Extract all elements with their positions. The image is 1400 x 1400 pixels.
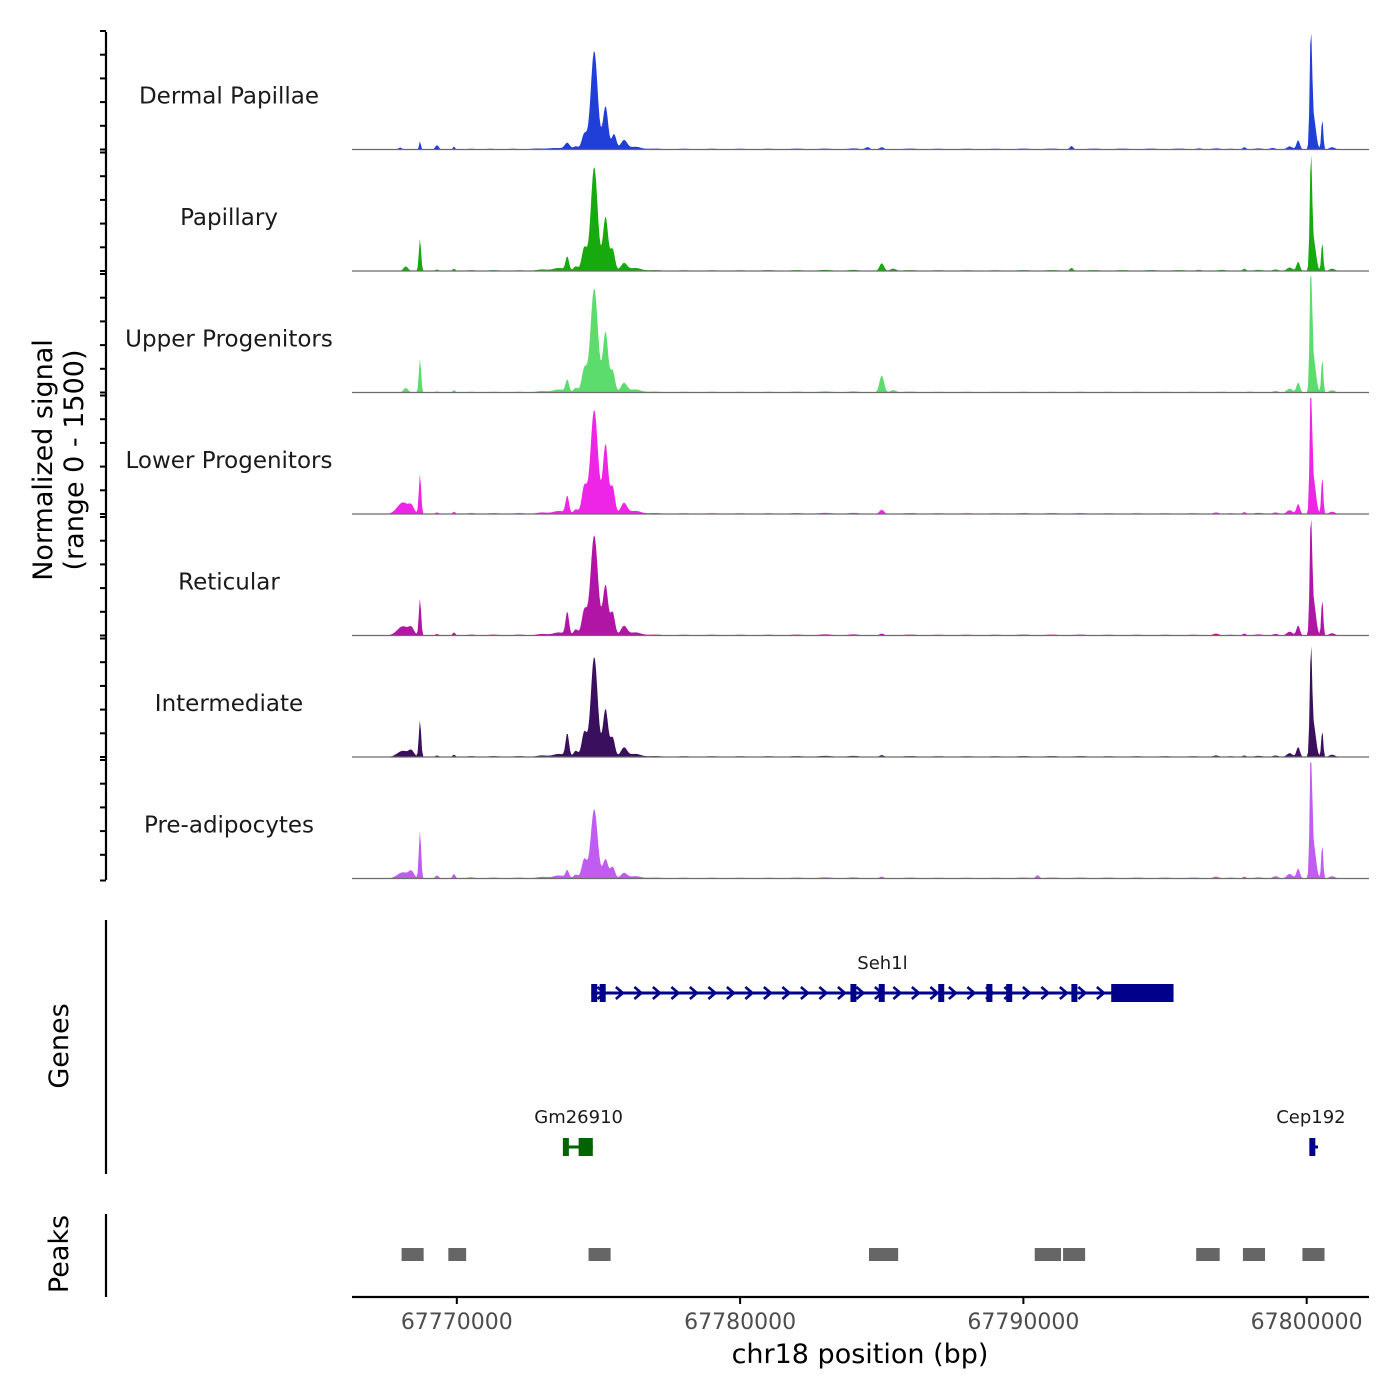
signal-area xyxy=(352,33,1369,150)
gene-exon xyxy=(1309,1138,1316,1156)
track-label: Upper Progenitors xyxy=(125,327,333,353)
x-tick-label: 67800000 xyxy=(1251,1310,1363,1335)
x-axis-label: chr18 position (bp) xyxy=(732,1339,989,1370)
signal-axis xyxy=(100,30,108,882)
gene-coding-block xyxy=(578,1138,593,1156)
strand-arrow xyxy=(948,986,958,1000)
signal-area xyxy=(352,398,1369,514)
gene-label: Seh1l xyxy=(857,953,907,974)
track-label: Papillary xyxy=(180,205,278,231)
gene-exon xyxy=(1006,984,1013,1002)
strand-arrow xyxy=(837,986,847,1000)
track-4: Lower Progenitors xyxy=(126,398,1369,515)
gene-label: Cep192 xyxy=(1276,1107,1345,1128)
strand-arrow xyxy=(763,986,773,1000)
coverage-tracks: Dermal Papillae Papillary Upper Progenitor… xyxy=(125,33,1369,880)
strand-arrow xyxy=(800,986,810,1000)
gene-seh1l: Seh1l xyxy=(591,953,1174,1002)
peak-region xyxy=(868,1248,899,1261)
track-7: Pre-adipocytes xyxy=(144,762,1369,880)
strand-arrow xyxy=(855,986,866,1000)
track-label: Reticular xyxy=(178,570,280,596)
track-6: Intermediate xyxy=(155,646,1369,758)
genes-track: Seh1l Gm26910 Cep192 xyxy=(104,920,1346,1174)
strand-arrow xyxy=(929,986,940,1000)
peaks-axis-label: Peaks xyxy=(44,1215,75,1293)
gene-exon xyxy=(1071,984,1078,1002)
strand-arrow xyxy=(818,986,829,1000)
y-axis-sublabel: (range 0 - 1500) xyxy=(59,350,90,571)
peak-region xyxy=(1196,1248,1220,1261)
x-tick-label: 67770000 xyxy=(401,1310,513,1335)
strand-arrow xyxy=(633,986,644,1000)
peak-region xyxy=(1063,1248,1086,1261)
peak-region xyxy=(448,1248,467,1261)
signal-area xyxy=(352,646,1369,757)
strand-arrow xyxy=(615,986,625,1000)
peak-region xyxy=(1034,1248,1062,1261)
strand-arrow xyxy=(1022,986,1032,1000)
genes-axis-label: Genes xyxy=(44,1003,75,1088)
track-5: Reticular xyxy=(178,519,1369,637)
peaks-track xyxy=(104,1214,1325,1297)
signal-area xyxy=(352,155,1369,271)
track-1: Dermal Papillae xyxy=(139,33,1369,151)
strand-arrow xyxy=(781,986,792,1000)
gene-exon xyxy=(878,984,885,1002)
y-axis-label: Normalized signal xyxy=(28,339,59,581)
x-axis: 67770000 67780000 67790000 67800000 xyxy=(352,1295,1369,1335)
gene-coding-block xyxy=(1111,984,1174,1002)
gene-exon xyxy=(938,984,945,1002)
strand-arrow xyxy=(1040,986,1051,1000)
peak-region xyxy=(1242,1248,1266,1261)
strand-arrow xyxy=(911,986,921,1000)
strand-arrow xyxy=(670,986,681,1000)
track-label: Dermal Papillae xyxy=(139,84,319,110)
x-tick-label: 67790000 xyxy=(967,1310,1079,1335)
strand-arrow xyxy=(892,986,903,1000)
strand-arrow xyxy=(707,986,718,1000)
gene-exon xyxy=(599,984,606,1002)
signal-area xyxy=(352,519,1369,636)
peak-region xyxy=(588,1248,611,1261)
gene-label: Gm26910 xyxy=(534,1107,623,1128)
gene-exon xyxy=(850,984,857,1002)
track-label: Intermediate xyxy=(155,691,303,717)
x-tick-label: 67780000 xyxy=(684,1310,796,1335)
strand-arrow xyxy=(652,986,662,1000)
peak-region xyxy=(1302,1248,1325,1261)
signal-area xyxy=(352,762,1369,879)
track-3: Upper Progenitors xyxy=(125,276,1369,394)
signal-area xyxy=(352,276,1369,393)
strand-arrow xyxy=(689,986,699,1000)
peak-region xyxy=(401,1248,424,1261)
strand-arrow xyxy=(966,986,977,1000)
gene-exon xyxy=(986,984,993,1002)
strand-arrow xyxy=(1077,986,1088,1000)
gene-cep192: Cep192 xyxy=(1276,1107,1346,1156)
strand-arrow xyxy=(726,986,736,1000)
gene-exon xyxy=(562,1138,569,1156)
gene-exon xyxy=(591,984,598,1002)
strand-arrow xyxy=(1096,986,1106,1000)
track-label: Lower Progenitors xyxy=(126,448,333,474)
track-label: Pre-adipocytes xyxy=(144,813,314,839)
track-2: Papillary xyxy=(180,155,1369,272)
strand-arrow xyxy=(744,986,755,1000)
gene-gm26910: Gm26910 xyxy=(534,1107,623,1156)
strand-arrow xyxy=(1059,986,1069,1000)
